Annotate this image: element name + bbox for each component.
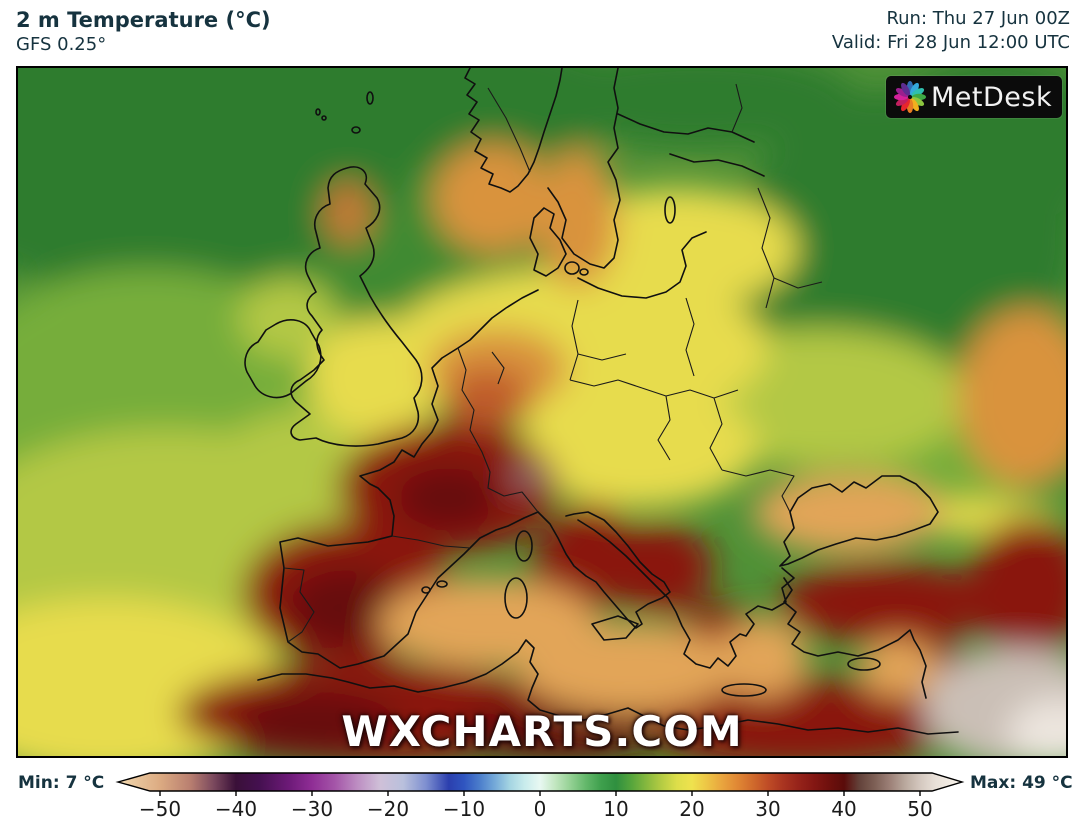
temperature-field-and-coastlines — [18, 68, 1066, 756]
page-title: 2 m Temperature (°C) — [16, 8, 271, 32]
svg-text:20: 20 — [679, 797, 704, 821]
svg-text:−40: −40 — [215, 797, 257, 821]
temperature-colorbar: Min: 7 °C −50 −40 −30 −20 −10 0 10 20 30 40 50 Max… — [0, 762, 1088, 833]
colorbar-scale: −50 −40 −30 −20 −10 0 10 20 30 40 50 — [115, 772, 965, 821]
svg-text:−10: −10 — [443, 797, 485, 821]
svg-text:0: 0 — [534, 797, 547, 821]
svg-text:−30: −30 — [291, 797, 333, 821]
metdesk-logo: MetDesk — [886, 76, 1062, 118]
europe-temperature-map: MetDesk WXCHARTS.COM — [16, 66, 1068, 758]
max-temperature-label: Max: 49 °C — [970, 773, 1073, 793]
valid-timestamp: Valid: Fri 28 Jun 12:00 UTC — [831, 32, 1070, 53]
metdesk-pinwheel-icon — [894, 81, 926, 113]
model-subtitle: GFS 0.25° — [16, 34, 107, 55]
svg-text:10: 10 — [603, 797, 628, 821]
svg-text:30: 30 — [755, 797, 780, 821]
svg-text:50: 50 — [907, 797, 932, 821]
svg-text:−20: −20 — [367, 797, 409, 821]
metdesk-logo-text: MetDesk — [931, 81, 1053, 113]
run-timestamp: Run: Thu 27 Jun 00Z — [886, 8, 1070, 29]
svg-text:−50: −50 — [139, 797, 181, 821]
svg-text:40: 40 — [831, 797, 856, 821]
wxcharts-watermark: WXCHARTS.COM — [341, 707, 743, 756]
min-temperature-label: Min: 7 °C — [18, 773, 105, 793]
